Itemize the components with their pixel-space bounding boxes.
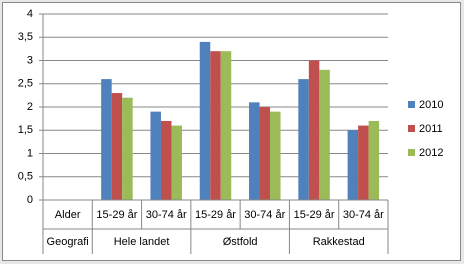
x-tick-label: 30-74 år xyxy=(343,209,384,221)
bar xyxy=(210,51,221,201)
y-tick-label: 1 xyxy=(27,147,33,159)
bar xyxy=(298,79,309,200)
legend-swatch xyxy=(408,149,415,156)
legend-label: 2011 xyxy=(419,123,443,135)
y-tick-label: 4 xyxy=(27,8,33,20)
chart-area xyxy=(2,2,461,261)
bar xyxy=(368,120,380,200)
bar xyxy=(150,111,161,200)
y-tick-label: 0 xyxy=(27,194,33,206)
group-label: Rakkestad xyxy=(313,236,365,248)
bar xyxy=(122,97,133,200)
bar xyxy=(319,69,330,200)
x-tick-label: Alder xyxy=(55,209,81,221)
x-tick-label: 15-29 år xyxy=(96,209,137,221)
bar xyxy=(171,125,182,200)
y-tick-label: 1,5 xyxy=(18,124,33,136)
bar xyxy=(220,51,232,201)
x-tick-label: 30-74 år xyxy=(146,209,187,221)
bar xyxy=(347,130,359,200)
bar xyxy=(358,125,369,200)
y-tick-label: 3,5 xyxy=(18,31,33,43)
bar xyxy=(101,79,112,200)
legend-swatch xyxy=(408,101,415,108)
x-tick-label: 15-29 år xyxy=(294,209,335,221)
legend-label: 2010 xyxy=(419,99,443,111)
group-label: Hele landet xyxy=(114,236,170,248)
group-label: Østfold xyxy=(223,236,258,248)
legend-swatch xyxy=(408,125,415,132)
x-tick-label: 30-74 år xyxy=(244,209,285,221)
bar xyxy=(160,120,172,200)
bar xyxy=(259,107,271,200)
legend-label: 2012 xyxy=(419,147,443,159)
y-tick-label: 2 xyxy=(27,101,33,113)
bar xyxy=(249,102,260,200)
group-label: Geografi xyxy=(47,236,89,248)
x-tick-label: 15-29 år xyxy=(195,209,236,221)
bar xyxy=(199,41,211,201)
y-tick-label: 3 xyxy=(27,54,33,66)
y-tick-label: 2,5 xyxy=(18,78,33,90)
y-tick-label: 0,5 xyxy=(18,171,33,183)
bar xyxy=(308,60,320,200)
bar xyxy=(270,111,281,200)
bar xyxy=(111,93,123,200)
